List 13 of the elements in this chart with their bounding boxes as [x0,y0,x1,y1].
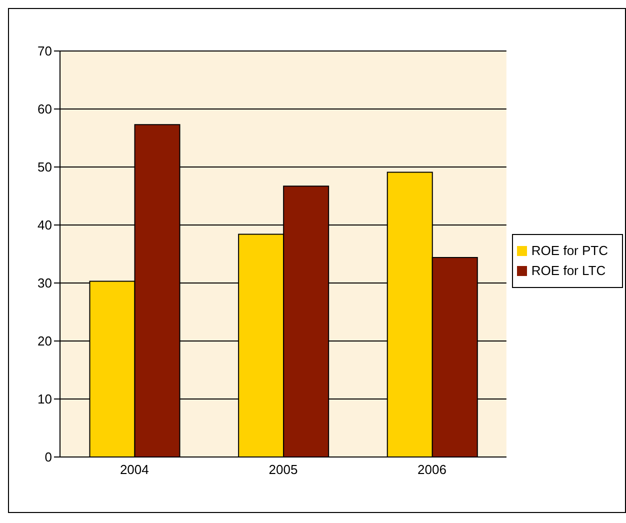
x-tick-label: 2005 [268,462,298,478]
legend-label: ROE for LTC [531,262,606,278]
y-tick-label: 60 [38,102,52,117]
x-tick-label: 2004 [120,462,149,478]
y-tick-label: 20 [38,334,52,349]
y-tick-label: 0 [44,450,52,465]
y-tick-label: 70 [38,44,52,59]
y-tick-label: 50 [38,160,52,175]
y-tick-label: 10 [38,392,52,407]
x-tick-label: 2006 [418,462,446,478]
y-tick-label: 30 [38,276,52,291]
legend-label: ROE for PTC [531,242,608,258]
y-tick-label: 40 [38,218,52,233]
